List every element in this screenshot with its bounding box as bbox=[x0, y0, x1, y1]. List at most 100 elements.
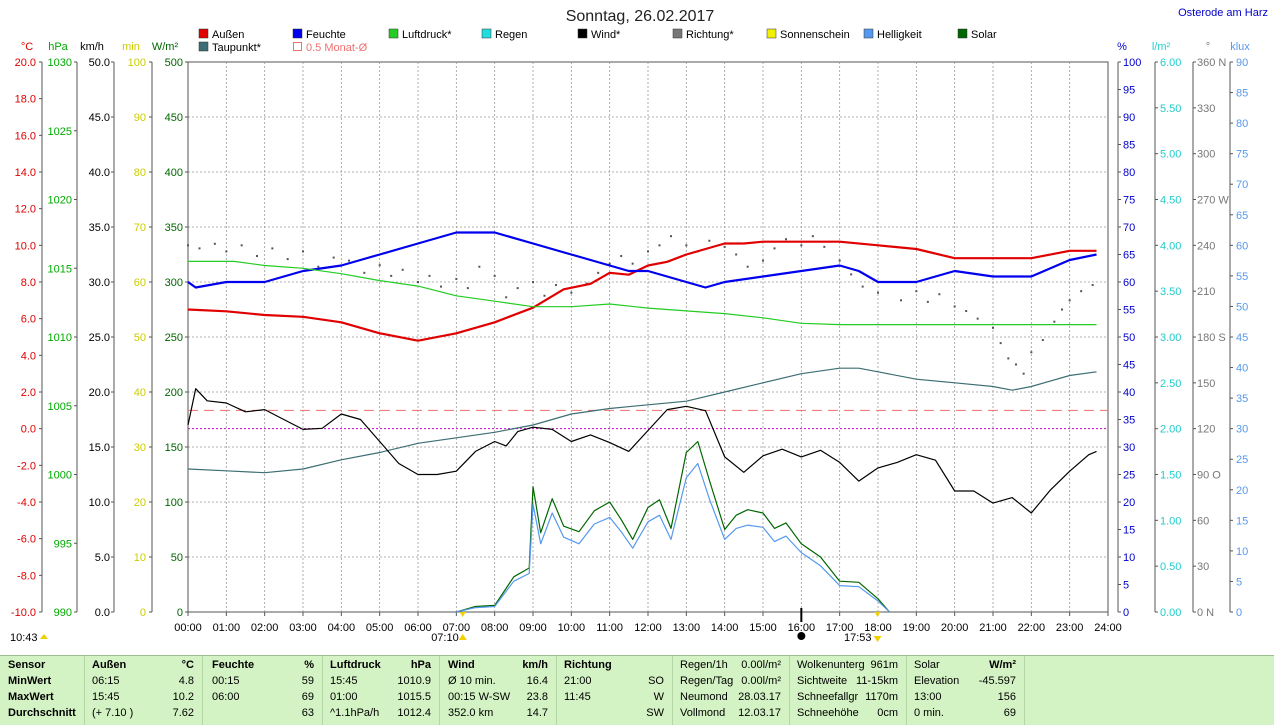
temp-tick-label: -2.0 bbox=[17, 460, 36, 472]
sunshine-tick-label: 60 bbox=[134, 277, 146, 289]
stats-label: (+ 7.10 ) bbox=[92, 707, 134, 719]
humidity-tick-label: 65 bbox=[1123, 250, 1135, 262]
direction-point bbox=[762, 259, 764, 262]
legend-swatch bbox=[198, 41, 209, 52]
humidity-tick-label: 95 bbox=[1123, 85, 1135, 97]
direction-point bbox=[800, 244, 803, 247]
stats-label: 15:45 bbox=[92, 691, 120, 703]
stats-column: Wolkenunterg 961m Sichtweite 11-15km Schneef… bbox=[790, 656, 907, 725]
stats-label: 0 min. bbox=[914, 707, 944, 719]
temp-tick-label: 6.0 bbox=[21, 314, 36, 326]
pressure-tick-label: 1015 bbox=[48, 263, 72, 275]
direction-point bbox=[1041, 339, 1044, 342]
wind-tick-label: 10.0 bbox=[89, 497, 110, 509]
solar-tick-label: 0 bbox=[177, 607, 183, 619]
stats-value: 63 bbox=[301, 707, 314, 719]
direction-point bbox=[440, 285, 442, 288]
brightness-tick-label: 5 bbox=[1236, 576, 1242, 588]
brightness-tick-label: 65 bbox=[1236, 210, 1248, 222]
wind-tick-label: 40.0 bbox=[89, 167, 110, 179]
temp-axis-unit: °C bbox=[21, 41, 33, 53]
legend-label: Sonnenschein bbox=[780, 29, 850, 41]
wind-tick-label: 20.0 bbox=[89, 387, 110, 399]
direction-tick-label: 240 bbox=[1197, 240, 1215, 252]
stats-value: 0.00l/m² bbox=[741, 659, 781, 671]
direction-point bbox=[850, 273, 853, 276]
sunshine-tick-label: 80 bbox=[134, 167, 146, 179]
x-tick-label: 00:00 bbox=[174, 622, 202, 634]
direction-point bbox=[478, 265, 481, 268]
stats-label: Außen bbox=[92, 659, 127, 671]
pressure-tick-label: 1005 bbox=[48, 401, 72, 413]
stats-label: Sichtweite bbox=[797, 675, 848, 687]
direction-point bbox=[1068, 299, 1071, 302]
solar-tick-label: 500 bbox=[165, 57, 183, 69]
stats-label: Schneefallgr bbox=[797, 691, 859, 703]
stats-label: ^1.1hPa/h bbox=[330, 707, 380, 719]
direction-point bbox=[1091, 284, 1094, 287]
direction-point bbox=[965, 310, 968, 313]
left-note-sun-icon bbox=[40, 634, 48, 639]
direction-point bbox=[348, 259, 350, 262]
x-tick-label: 10:00 bbox=[558, 622, 586, 634]
wind-tick-label: 35.0 bbox=[89, 222, 110, 234]
legend-swatch bbox=[863, 28, 874, 39]
x-tick-label: 03:00 bbox=[289, 622, 317, 634]
direction-point bbox=[332, 256, 335, 259]
solar-tick-label: 250 bbox=[165, 332, 183, 344]
direction-point bbox=[999, 342, 1002, 345]
rain-tick-label: 3.50 bbox=[1160, 286, 1181, 298]
solar-tick-label: 200 bbox=[165, 387, 183, 399]
humidity-tick-label: 100 bbox=[1123, 57, 1141, 69]
pressure-tick-label: 995 bbox=[54, 538, 72, 550]
direction-point bbox=[823, 245, 826, 248]
direction-point bbox=[900, 299, 902, 302]
chart-title: Sonntag, 26.02.2017 bbox=[566, 8, 715, 25]
location-label: Osterode am Harz bbox=[1178, 7, 1268, 19]
stats-column: Außen °C 06:15 4.8 15:45 10.2 (+ 7.10 ) 7.62 bbox=[85, 656, 203, 725]
temp-tick-label: 4.0 bbox=[21, 350, 36, 362]
direction-tick-label: 180 S bbox=[1197, 332, 1226, 344]
stats-label: Regen/1h bbox=[680, 659, 728, 671]
stats-value: 69 bbox=[1003, 707, 1016, 719]
direction-point bbox=[915, 290, 918, 293]
direction-tick-label: 210 bbox=[1197, 286, 1215, 298]
stats-label: Vollmond bbox=[680, 707, 726, 719]
humidity-tick-label: 45 bbox=[1123, 360, 1135, 372]
x-tick-label: 23:00 bbox=[1056, 622, 1084, 634]
direction-point bbox=[976, 317, 979, 320]
direction-tick-label: 60 bbox=[1197, 515, 1209, 527]
stats-value: 16.4 bbox=[526, 675, 548, 687]
brightness-tick-label: 20 bbox=[1236, 485, 1248, 497]
direction-point bbox=[1080, 290, 1083, 293]
stats-label: 11:45 bbox=[564, 691, 591, 703]
humidity-tick-label: 5 bbox=[1123, 580, 1129, 592]
stats-value: °C bbox=[181, 659, 194, 671]
stats-value: 0cm bbox=[877, 707, 898, 719]
sunshine-tick-label: 30 bbox=[134, 442, 146, 454]
direction-point bbox=[723, 245, 726, 248]
rain-tick-label: 3.00 bbox=[1160, 332, 1181, 344]
legend-label: Luftdruck* bbox=[402, 29, 452, 41]
brightness-tick-label: 0 bbox=[1236, 607, 1242, 619]
stats-label: Ø 10 min. bbox=[448, 675, 496, 687]
stats-value: 1010.9 bbox=[397, 675, 431, 687]
sunset-axis-marker bbox=[874, 612, 881, 617]
rain-tick-label: 6.00 bbox=[1160, 57, 1181, 69]
solar-tick-label: 150 bbox=[165, 442, 183, 454]
direction-point bbox=[271, 247, 274, 250]
stats-value: SO bbox=[648, 675, 664, 687]
series-line-wind bbox=[187, 388, 1097, 514]
series-line-solar bbox=[456, 440, 890, 613]
x-tick-label: 13:00 bbox=[673, 622, 701, 634]
temp-tick-label: 0.0 bbox=[21, 424, 36, 436]
direction-point bbox=[992, 326, 994, 329]
stats-column: Sensor MinWert MaxWert Durchschnitt bbox=[0, 656, 85, 725]
x-tick-label: 17:00 bbox=[826, 622, 854, 634]
legend-swatch bbox=[388, 28, 399, 39]
direction-point bbox=[597, 271, 600, 274]
solar-tick-label: 300 bbox=[165, 277, 183, 289]
solar-tick-label: 50 bbox=[171, 552, 183, 564]
direction-point bbox=[401, 268, 404, 271]
